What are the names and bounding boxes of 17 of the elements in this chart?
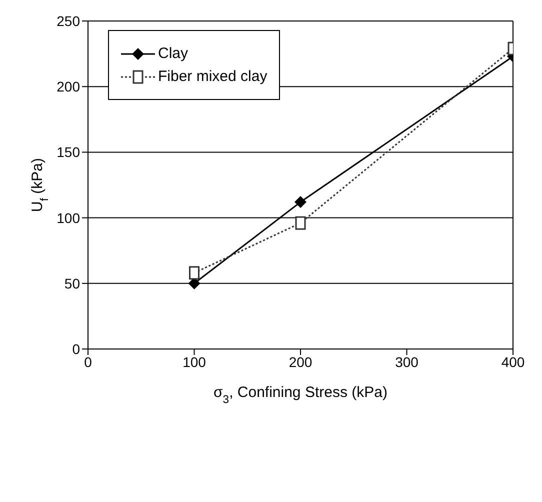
y-tick-label: 50 bbox=[64, 275, 80, 292]
x-axis-title: σ$_{3}$, Confining Stress (kPa) bbox=[214, 384, 388, 406]
y-tick-label: 200 bbox=[56, 78, 80, 95]
y-tick-label: 150 bbox=[56, 144, 80, 160]
point bbox=[295, 216, 306, 230]
x-tick-label: 300 bbox=[395, 354, 419, 370]
x-tick-label: 100 bbox=[182, 354, 206, 370]
point bbox=[294, 196, 306, 208]
x-tick-label: 0 bbox=[84, 354, 92, 370]
y-tick-label: 250 bbox=[56, 12, 80, 29]
y-tick-label: 0 bbox=[72, 340, 80, 357]
point bbox=[189, 266, 200, 280]
x-tick-label: 400 bbox=[501, 354, 525, 370]
y-tick-label: 100 bbox=[56, 210, 80, 226]
legend-label: Fiber mixed clay bbox=[158, 68, 268, 85]
x-tick-label: 200 bbox=[288, 354, 312, 370]
legend-label: Clay bbox=[158, 45, 188, 62]
